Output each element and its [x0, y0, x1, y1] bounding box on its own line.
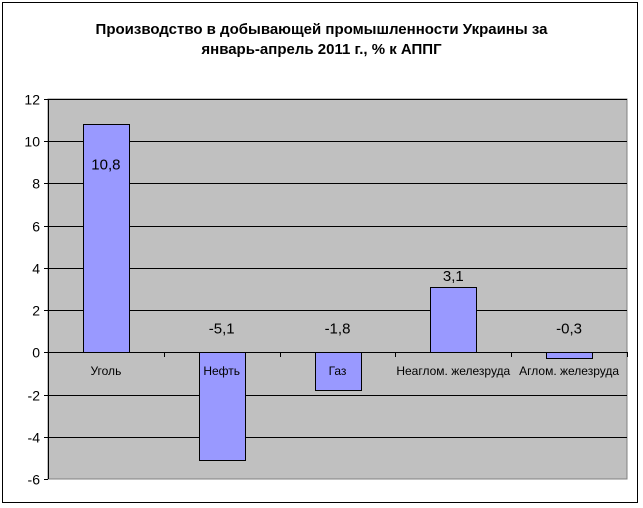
y-tick-label: 0	[32, 345, 40, 361]
y-tick-label: 4	[32, 261, 40, 277]
y-tick-label: 8	[32, 176, 40, 192]
bar-5	[546, 352, 593, 359]
data-label-4: 3,1	[443, 268, 464, 285]
y-tick-label: -6	[28, 472, 41, 488]
bar-4	[430, 287, 477, 353]
data-label-3: -1,8	[325, 320, 351, 337]
y-tick-label: -2	[28, 388, 41, 404]
plot-background	[47, 98, 628, 480]
chart-title-line-1: Производство в добывающей промышленности…	[95, 21, 548, 38]
data-label-1: 10,8	[91, 156, 120, 173]
bar-3	[315, 352, 362, 391]
category-label: Уголь	[90, 364, 121, 378]
category-label: Аглом. железруда	[519, 364, 619, 378]
y-tick-label: 12	[24, 92, 40, 108]
chart-title: Производство в добывающей промышленности…	[0, 20, 643, 60]
y-tick-label: 6	[32, 219, 40, 235]
chart-title-line-2: январь-апрель 2011 г., % к АППГ	[201, 41, 442, 58]
y-tick-label: -4	[28, 430, 41, 446]
data-label-5: -0,3	[556, 320, 582, 337]
category-label: Нефть	[203, 364, 240, 378]
category-label: Газ	[329, 364, 347, 378]
category-label: Неаглом. железруда	[396, 364, 510, 378]
y-tick-label: 10	[24, 134, 40, 150]
bar-1	[83, 124, 130, 353]
plot-area: 12 10 8 6 4 2 0 -2 -4 -6 Уголь Нефть Газ Неаглом. жел…	[24, 92, 628, 488]
bar-2	[199, 352, 246, 461]
y-tick-label: 2	[32, 303, 40, 319]
data-label-2: -5,1	[209, 320, 235, 337]
